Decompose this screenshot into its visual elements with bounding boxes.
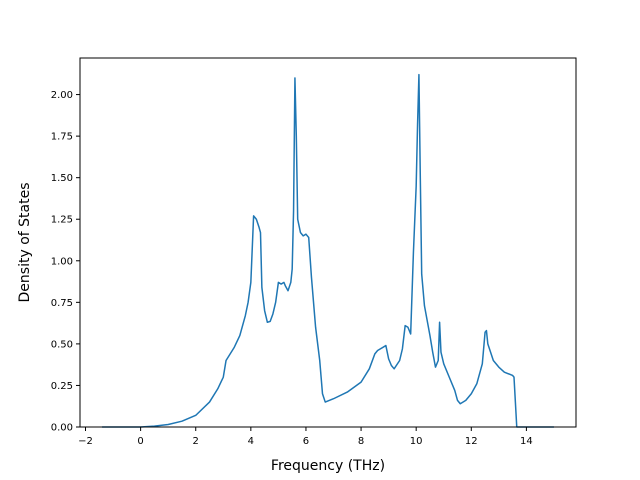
y-tick-label: 0.50 xyxy=(51,339,73,350)
y-tick-label: 0.25 xyxy=(51,381,73,392)
dos-series-line xyxy=(102,73,554,428)
x-tick-label: 14 xyxy=(520,436,533,447)
x-tick-label: 0 xyxy=(137,436,143,447)
y-tick-label: 1.00 xyxy=(51,256,73,267)
x-tick-label: 12 xyxy=(465,436,478,447)
y-tick-label: 0.00 xyxy=(51,423,73,434)
x-tick-label: 2 xyxy=(193,436,199,447)
y-tick-label: 2.00 xyxy=(51,90,73,101)
x-axis-ticks: −2 0 2 4 6 8 10 12 14 xyxy=(78,427,533,447)
x-axis-label: Frequency (THz) xyxy=(271,458,385,474)
y-tick-label: 1.50 xyxy=(51,173,73,184)
x-tick-label: 10 xyxy=(410,436,423,447)
y-axis-ticks: 0.00 0.25 0.50 0.75 1.00 1.25 1.50 1.75 2.00 xyxy=(51,90,80,434)
x-tick-label: −2 xyxy=(78,436,93,447)
x-tick-label: 6 xyxy=(303,436,309,447)
y-tick-label: 1.25 xyxy=(51,215,73,226)
plot-area xyxy=(79,57,577,428)
y-tick-label: 0.75 xyxy=(51,298,73,309)
series-line-group xyxy=(102,73,554,428)
y-axis-label: Density of States xyxy=(17,183,33,303)
x-tick-label: 4 xyxy=(248,436,254,447)
x-tick-label: 8 xyxy=(358,436,364,447)
y-tick-label: 1.75 xyxy=(51,132,73,143)
axes-frame xyxy=(79,57,577,428)
